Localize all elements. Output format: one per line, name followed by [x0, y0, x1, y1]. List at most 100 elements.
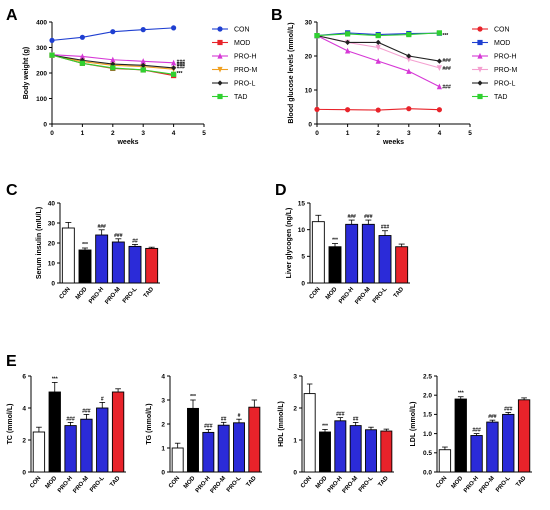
- legend-marker: [477, 52, 483, 59]
- bar-rect: [248, 406, 261, 473]
- data-point: [110, 29, 116, 35]
- bar-mod: ***: [78, 242, 92, 284]
- bar-rect: [349, 425, 362, 473]
- bar-rect: [171, 447, 184, 473]
- y-tick-label: 4: [161, 373, 165, 380]
- bar-rect: [233, 422, 245, 473]
- y-tick-label: 4: [22, 405, 26, 412]
- data-point: [79, 60, 85, 66]
- x-axis-title: weeks: [116, 139, 138, 146]
- bar-rect: [438, 449, 452, 473]
- bar-rect: [378, 235, 392, 284]
- x-tick-label: 4: [438, 130, 442, 137]
- category-label: PRO-M: [478, 475, 495, 494]
- category-label: MOD: [325, 286, 339, 301]
- category-label: MOD: [183, 475, 197, 490]
- significance-label: ***: [322, 423, 328, 429]
- bar-rect: [78, 249, 92, 284]
- significance-label: ##: [132, 238, 138, 244]
- y-tick-label: 2: [22, 437, 26, 444]
- category-label: PRO-M: [342, 475, 359, 494]
- bar-con: [311, 214, 325, 284]
- bar-pro-l: [365, 426, 377, 473]
- y-tick-label: 0.0: [423, 469, 432, 476]
- significance-label: ###: [347, 214, 356, 220]
- panel-label: D: [275, 182, 287, 199]
- data-point: [79, 53, 85, 60]
- bar-chart-e4: 0.0 0.5 1.0 1.5 2.0 2.5 LDL (mmol/L) CON *** MOD #…: [410, 373, 532, 495]
- x-tick-label: 5: [468, 130, 472, 137]
- bar-rect: [64, 425, 77, 473]
- bar-pro-h: ###: [345, 214, 359, 284]
- legend-marker: [477, 93, 483, 100]
- y-axis-title: Serum insulin (mIU/L): [36, 207, 43, 279]
- y-tick-label: 0.5: [423, 450, 432, 457]
- data-point: [436, 58, 442, 64]
- bar-pro-l: ###: [502, 406, 515, 473]
- category-label: TAD: [515, 475, 528, 488]
- significance-label: ###: [381, 225, 390, 231]
- legend-marker: [477, 26, 483, 32]
- bar-con: [303, 383, 316, 473]
- x-tick-label: 5: [202, 130, 206, 137]
- data-point: [171, 25, 177, 31]
- data-point: [375, 33, 381, 39]
- bar-rect: [128, 245, 142, 284]
- significance-label: ###: [97, 224, 106, 230]
- bar-rect: [486, 421, 499, 473]
- y-tick-label: 2.5: [423, 373, 432, 380]
- category-label: CON: [29, 475, 42, 489]
- category-label: CON: [59, 286, 72, 300]
- legend-marker: [477, 66, 483, 73]
- y-tick-label: 20: [48, 240, 56, 247]
- bar-mod: ***: [328, 238, 342, 284]
- significance-label: ###: [336, 412, 345, 418]
- x-tick-label: 2: [376, 130, 380, 137]
- y-tick-label: 3: [293, 373, 297, 380]
- y-tick-label: 400: [36, 19, 47, 26]
- category-label: TAD: [109, 475, 122, 488]
- category-label: TAD: [143, 286, 156, 299]
- bar-pro-h: ###: [470, 428, 483, 473]
- data-point: [436, 107, 442, 113]
- data-point: [406, 56, 412, 63]
- significance-label: ###: [177, 62, 186, 68]
- y-tick-label: 1.0: [423, 431, 432, 438]
- bar-pro-l: #: [96, 396, 109, 473]
- x-tick-label: 0: [50, 130, 54, 137]
- line-chart-a: A 0 100 200 300 400 0 1 2 3 4 5 weeks Body weight (g)…: [6, 7, 258, 146]
- category-label: PRO-L: [226, 475, 243, 493]
- y-tick-label: 30: [48, 220, 56, 227]
- y-axis-title: LDL (mmol/L): [410, 402, 417, 447]
- legend-label: PRO-M: [494, 67, 518, 74]
- category-label: PRO-H: [88, 286, 105, 305]
- category-label: PRO-M: [72, 475, 89, 494]
- category-label: PRO-H: [57, 475, 74, 494]
- category-label: PRO-H: [338, 286, 355, 305]
- y-tick-label: 5: [301, 254, 305, 261]
- bar-rect: [80, 418, 93, 473]
- bar-pro-h: ###: [334, 412, 347, 473]
- bar-rect: [48, 391, 61, 473]
- category-label: MOD: [451, 475, 465, 490]
- data-point: [110, 65, 116, 71]
- significance-label: ***: [52, 376, 58, 382]
- significance-label: #: [101, 396, 104, 402]
- bar-pro-m: ##: [217, 416, 230, 473]
- bar-rect: [303, 393, 316, 473]
- bar-pro-m: ###: [111, 233, 125, 284]
- category-label: CON: [300, 475, 313, 489]
- significance-label: ***: [190, 394, 196, 400]
- significance-label: ***: [442, 33, 448, 39]
- significance-label: ***: [332, 238, 338, 244]
- bar-rect: [187, 407, 199, 473]
- bar-mod: ***: [187, 394, 199, 473]
- data-point: [406, 68, 412, 74]
- bar-pro-m: ###: [80, 408, 93, 473]
- bar-rect: [145, 247, 159, 284]
- legend-marker: [477, 39, 483, 46]
- significance-label: ###: [114, 233, 123, 239]
- y-tick-label: 2: [161, 421, 165, 428]
- x-tick-label: 0: [315, 130, 319, 137]
